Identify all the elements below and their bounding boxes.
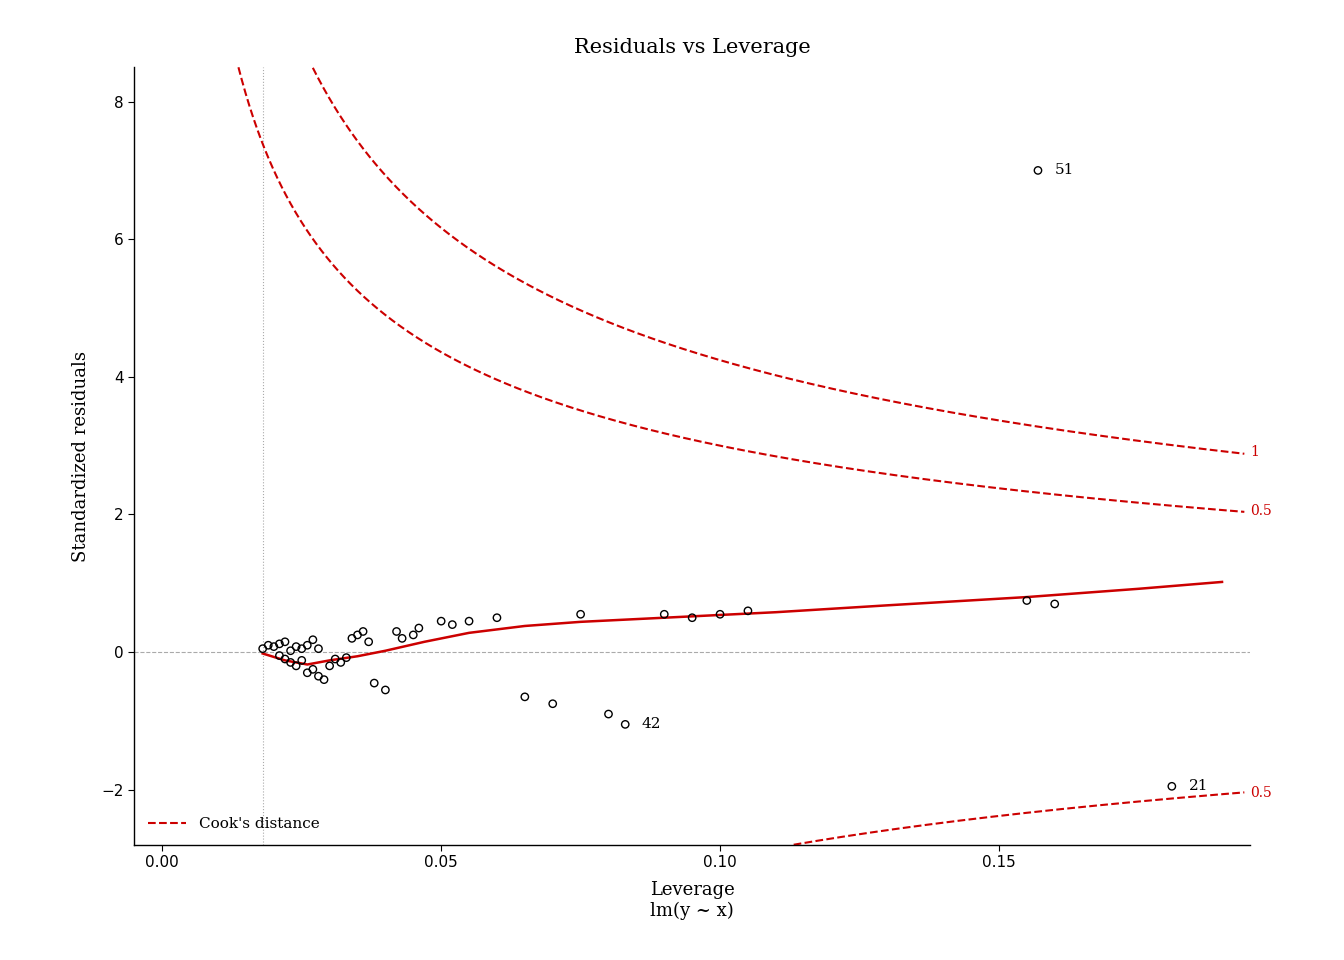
Point	[1027, 163, 1048, 179]
Point	[280, 643, 301, 659]
Point	[251, 641, 273, 657]
Point	[319, 659, 340, 674]
Point	[1016, 593, 1038, 609]
Point	[302, 632, 324, 647]
Text: 21: 21	[1188, 780, 1208, 793]
Point	[487, 610, 508, 625]
Point	[274, 651, 296, 666]
Text: 0.5: 0.5	[1250, 504, 1271, 518]
Point	[1161, 779, 1183, 794]
Point	[570, 607, 591, 622]
Point	[1044, 596, 1066, 612]
X-axis label: Leverage
lm(y ~ x): Leverage lm(y ~ x)	[649, 881, 735, 921]
Point	[324, 651, 345, 666]
Point	[263, 639, 285, 655]
Text: 0.5: 0.5	[1250, 786, 1271, 801]
Point	[269, 636, 290, 652]
Point	[430, 613, 452, 629]
Text: 1: 1	[1250, 445, 1259, 460]
Point	[341, 631, 363, 646]
Y-axis label: Standardized residuals: Standardized residuals	[73, 350, 90, 562]
Point	[358, 635, 379, 650]
Point	[458, 613, 480, 629]
Point	[681, 610, 703, 625]
Point	[442, 617, 464, 633]
Point	[710, 607, 731, 622]
Point	[285, 659, 306, 674]
Point	[331, 655, 352, 670]
Point	[403, 627, 425, 642]
Point	[308, 668, 329, 684]
Point	[515, 689, 536, 705]
Point	[297, 665, 319, 681]
Point	[313, 672, 335, 687]
Point	[292, 653, 313, 668]
Point	[598, 707, 620, 722]
Point	[302, 661, 324, 677]
Point	[274, 635, 296, 650]
Point	[347, 627, 368, 642]
Legend: Cook's distance: Cook's distance	[142, 811, 325, 837]
Point	[391, 631, 413, 646]
Point	[285, 639, 306, 655]
Point	[292, 641, 313, 657]
Point	[375, 683, 396, 698]
Point	[653, 607, 675, 622]
Point	[737, 603, 758, 618]
Point	[258, 637, 280, 653]
Point	[308, 641, 329, 657]
Point	[269, 648, 290, 663]
Point	[336, 650, 358, 665]
Point	[297, 637, 319, 653]
Point	[386, 624, 407, 639]
Point	[363, 676, 384, 691]
Point	[542, 696, 563, 711]
Point	[614, 717, 636, 732]
Point	[352, 624, 374, 639]
Title: Residuals vs Leverage: Residuals vs Leverage	[574, 38, 810, 58]
Point	[280, 655, 301, 670]
Point	[409, 620, 430, 636]
Text: 42: 42	[642, 717, 661, 732]
Text: 51: 51	[1055, 163, 1074, 178]
